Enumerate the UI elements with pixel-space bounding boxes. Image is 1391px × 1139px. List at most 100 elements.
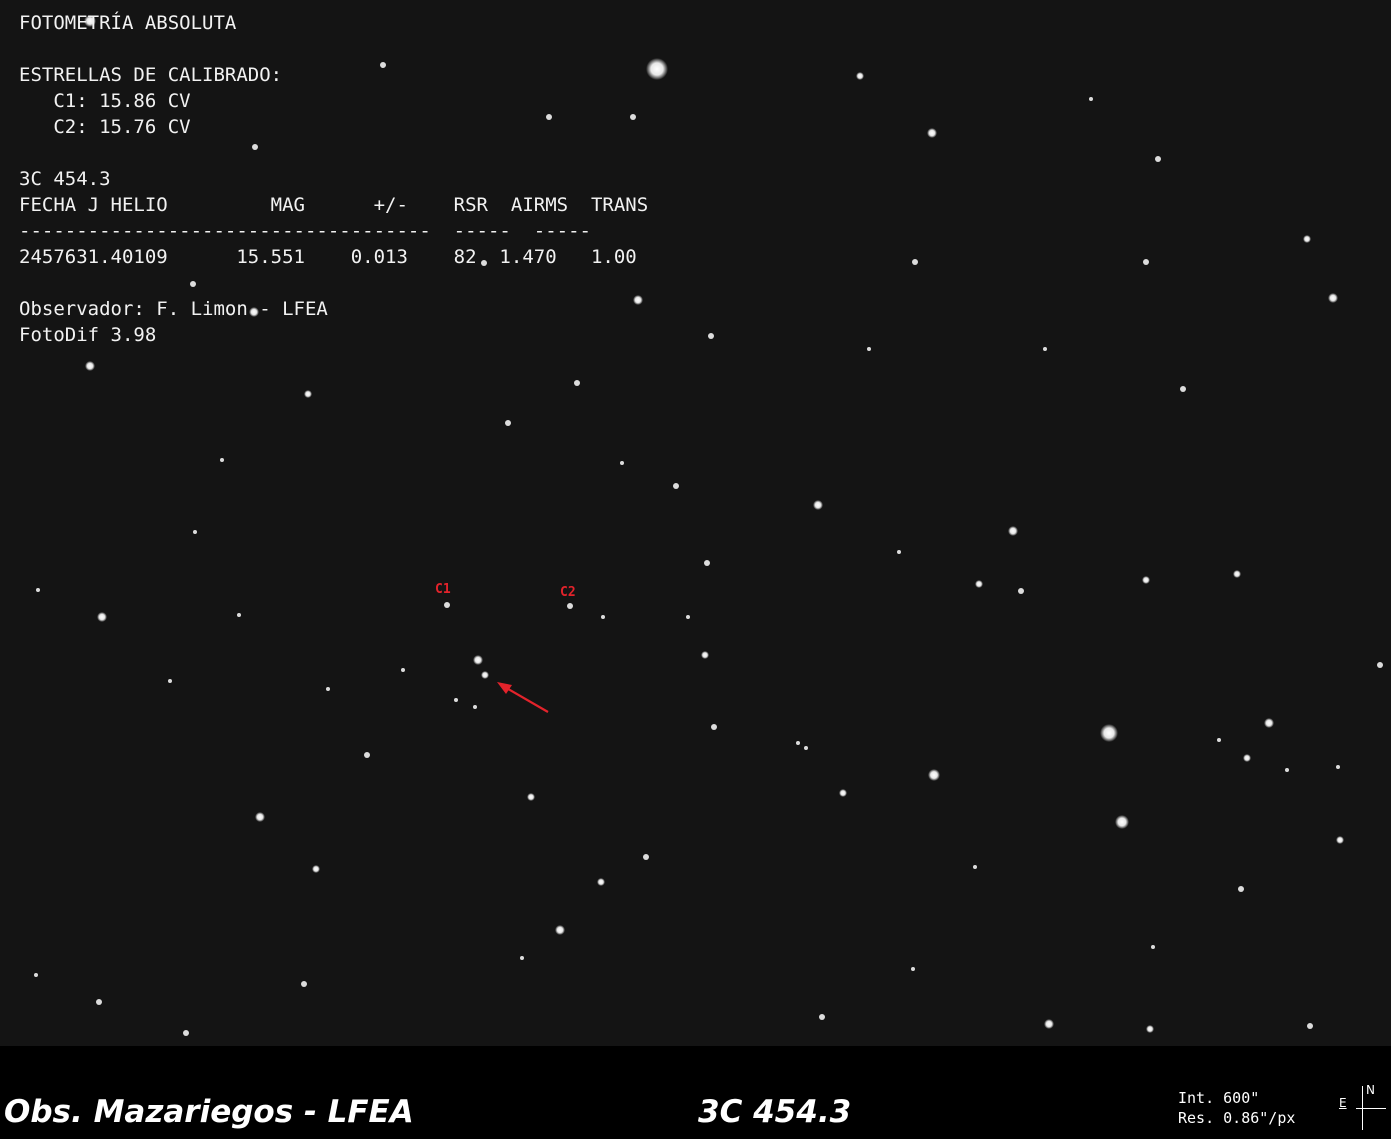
star xyxy=(555,925,565,935)
calibration-c2: C2: 15.76 CV xyxy=(19,116,191,138)
star-field xyxy=(34,15,1383,1036)
star xyxy=(1243,754,1251,762)
star xyxy=(364,752,370,758)
star xyxy=(973,865,977,869)
photometry-title: FOTOMETRÍA ABSOLUTA xyxy=(19,12,237,34)
star xyxy=(34,973,38,977)
star xyxy=(1143,259,1149,265)
star xyxy=(630,114,636,120)
star xyxy=(911,967,915,971)
star xyxy=(84,15,96,27)
star xyxy=(380,62,386,68)
star xyxy=(813,500,823,510)
target-name: 3C 454.3 xyxy=(698,1094,852,1130)
star xyxy=(673,483,679,489)
star xyxy=(1238,886,1244,892)
marker-c1-label: C1 xyxy=(435,582,451,597)
star xyxy=(1100,724,1118,742)
star xyxy=(220,458,224,462)
star xyxy=(97,612,107,622)
star xyxy=(912,259,918,265)
star xyxy=(1303,235,1311,243)
star xyxy=(819,1014,825,1020)
star xyxy=(704,560,710,566)
star xyxy=(1043,347,1047,351)
calibration-heading: ESTRELLAS DE CALIBRADO: xyxy=(19,64,283,86)
star xyxy=(1018,588,1024,594)
star xyxy=(481,671,489,679)
table-rule: ------------------------------------ ---… xyxy=(19,220,591,242)
star xyxy=(804,746,808,750)
star xyxy=(193,530,197,534)
star xyxy=(237,613,241,617)
star xyxy=(1328,293,1338,303)
star xyxy=(1151,945,1155,949)
marker-c2-label: C2 xyxy=(560,585,576,600)
star xyxy=(168,679,172,683)
star-field-image xyxy=(0,0,1391,1046)
star xyxy=(312,865,320,873)
table-header: FECHA J HELIO MAG +/- RSR AIRMS TRANS xyxy=(19,194,649,216)
star xyxy=(1180,386,1186,392)
star xyxy=(1336,765,1340,769)
star xyxy=(36,588,40,592)
star xyxy=(190,281,196,287)
star xyxy=(96,999,102,1005)
star xyxy=(1377,662,1383,668)
star xyxy=(1089,97,1093,101)
calibration-c1: C1: 15.86 CV xyxy=(19,90,191,112)
star xyxy=(867,347,871,351)
star xyxy=(249,307,259,317)
star xyxy=(255,812,265,822)
star xyxy=(183,1030,189,1036)
star xyxy=(1285,768,1289,772)
observatory-name: Obs. Mazariegos - LFEA xyxy=(4,1094,414,1130)
software-version: FotoDif 3.98 xyxy=(19,324,157,346)
resolution: Res. 0.86"/px xyxy=(1178,1109,1296,1127)
object-name: 3C 454.3 xyxy=(19,168,111,190)
star xyxy=(85,361,95,371)
star xyxy=(567,603,573,609)
footer-bar: Obs. Mazariegos - LFEA 3C 454.3 Int. 600… xyxy=(0,1046,1391,1139)
star xyxy=(701,651,709,659)
star xyxy=(1217,738,1221,742)
star xyxy=(1264,718,1274,728)
table-row: 2457631.40109 15.551 0.013 82 1.470 1.00 xyxy=(19,246,637,268)
star xyxy=(927,128,937,138)
star xyxy=(856,72,864,80)
star xyxy=(252,144,258,150)
star xyxy=(1008,526,1018,536)
star xyxy=(505,420,511,426)
star xyxy=(574,380,580,386)
star xyxy=(1233,570,1241,578)
stars-group xyxy=(34,15,1383,1036)
observer-credit: Observador: F. Limon - LFEA xyxy=(19,298,328,320)
star xyxy=(473,705,477,709)
star xyxy=(527,793,535,801)
star xyxy=(304,390,312,398)
star xyxy=(796,741,800,745)
star xyxy=(1044,1019,1054,1029)
star xyxy=(520,956,524,960)
star xyxy=(401,668,405,672)
compass-north: N xyxy=(1366,1083,1375,1097)
star xyxy=(1115,815,1129,829)
star xyxy=(444,602,450,608)
star xyxy=(839,789,847,797)
star xyxy=(620,461,624,465)
star xyxy=(928,769,940,781)
star xyxy=(708,333,714,339)
star xyxy=(711,724,717,730)
star xyxy=(301,981,307,987)
star xyxy=(1336,836,1344,844)
star xyxy=(454,698,458,702)
star xyxy=(686,615,690,619)
star xyxy=(633,295,643,305)
integration-time: Int. 600" xyxy=(1178,1089,1260,1107)
star xyxy=(1142,576,1150,584)
compass-east: E xyxy=(1339,1096,1347,1110)
star xyxy=(601,615,605,619)
star xyxy=(326,687,330,691)
star xyxy=(1155,156,1161,162)
star xyxy=(646,58,668,80)
